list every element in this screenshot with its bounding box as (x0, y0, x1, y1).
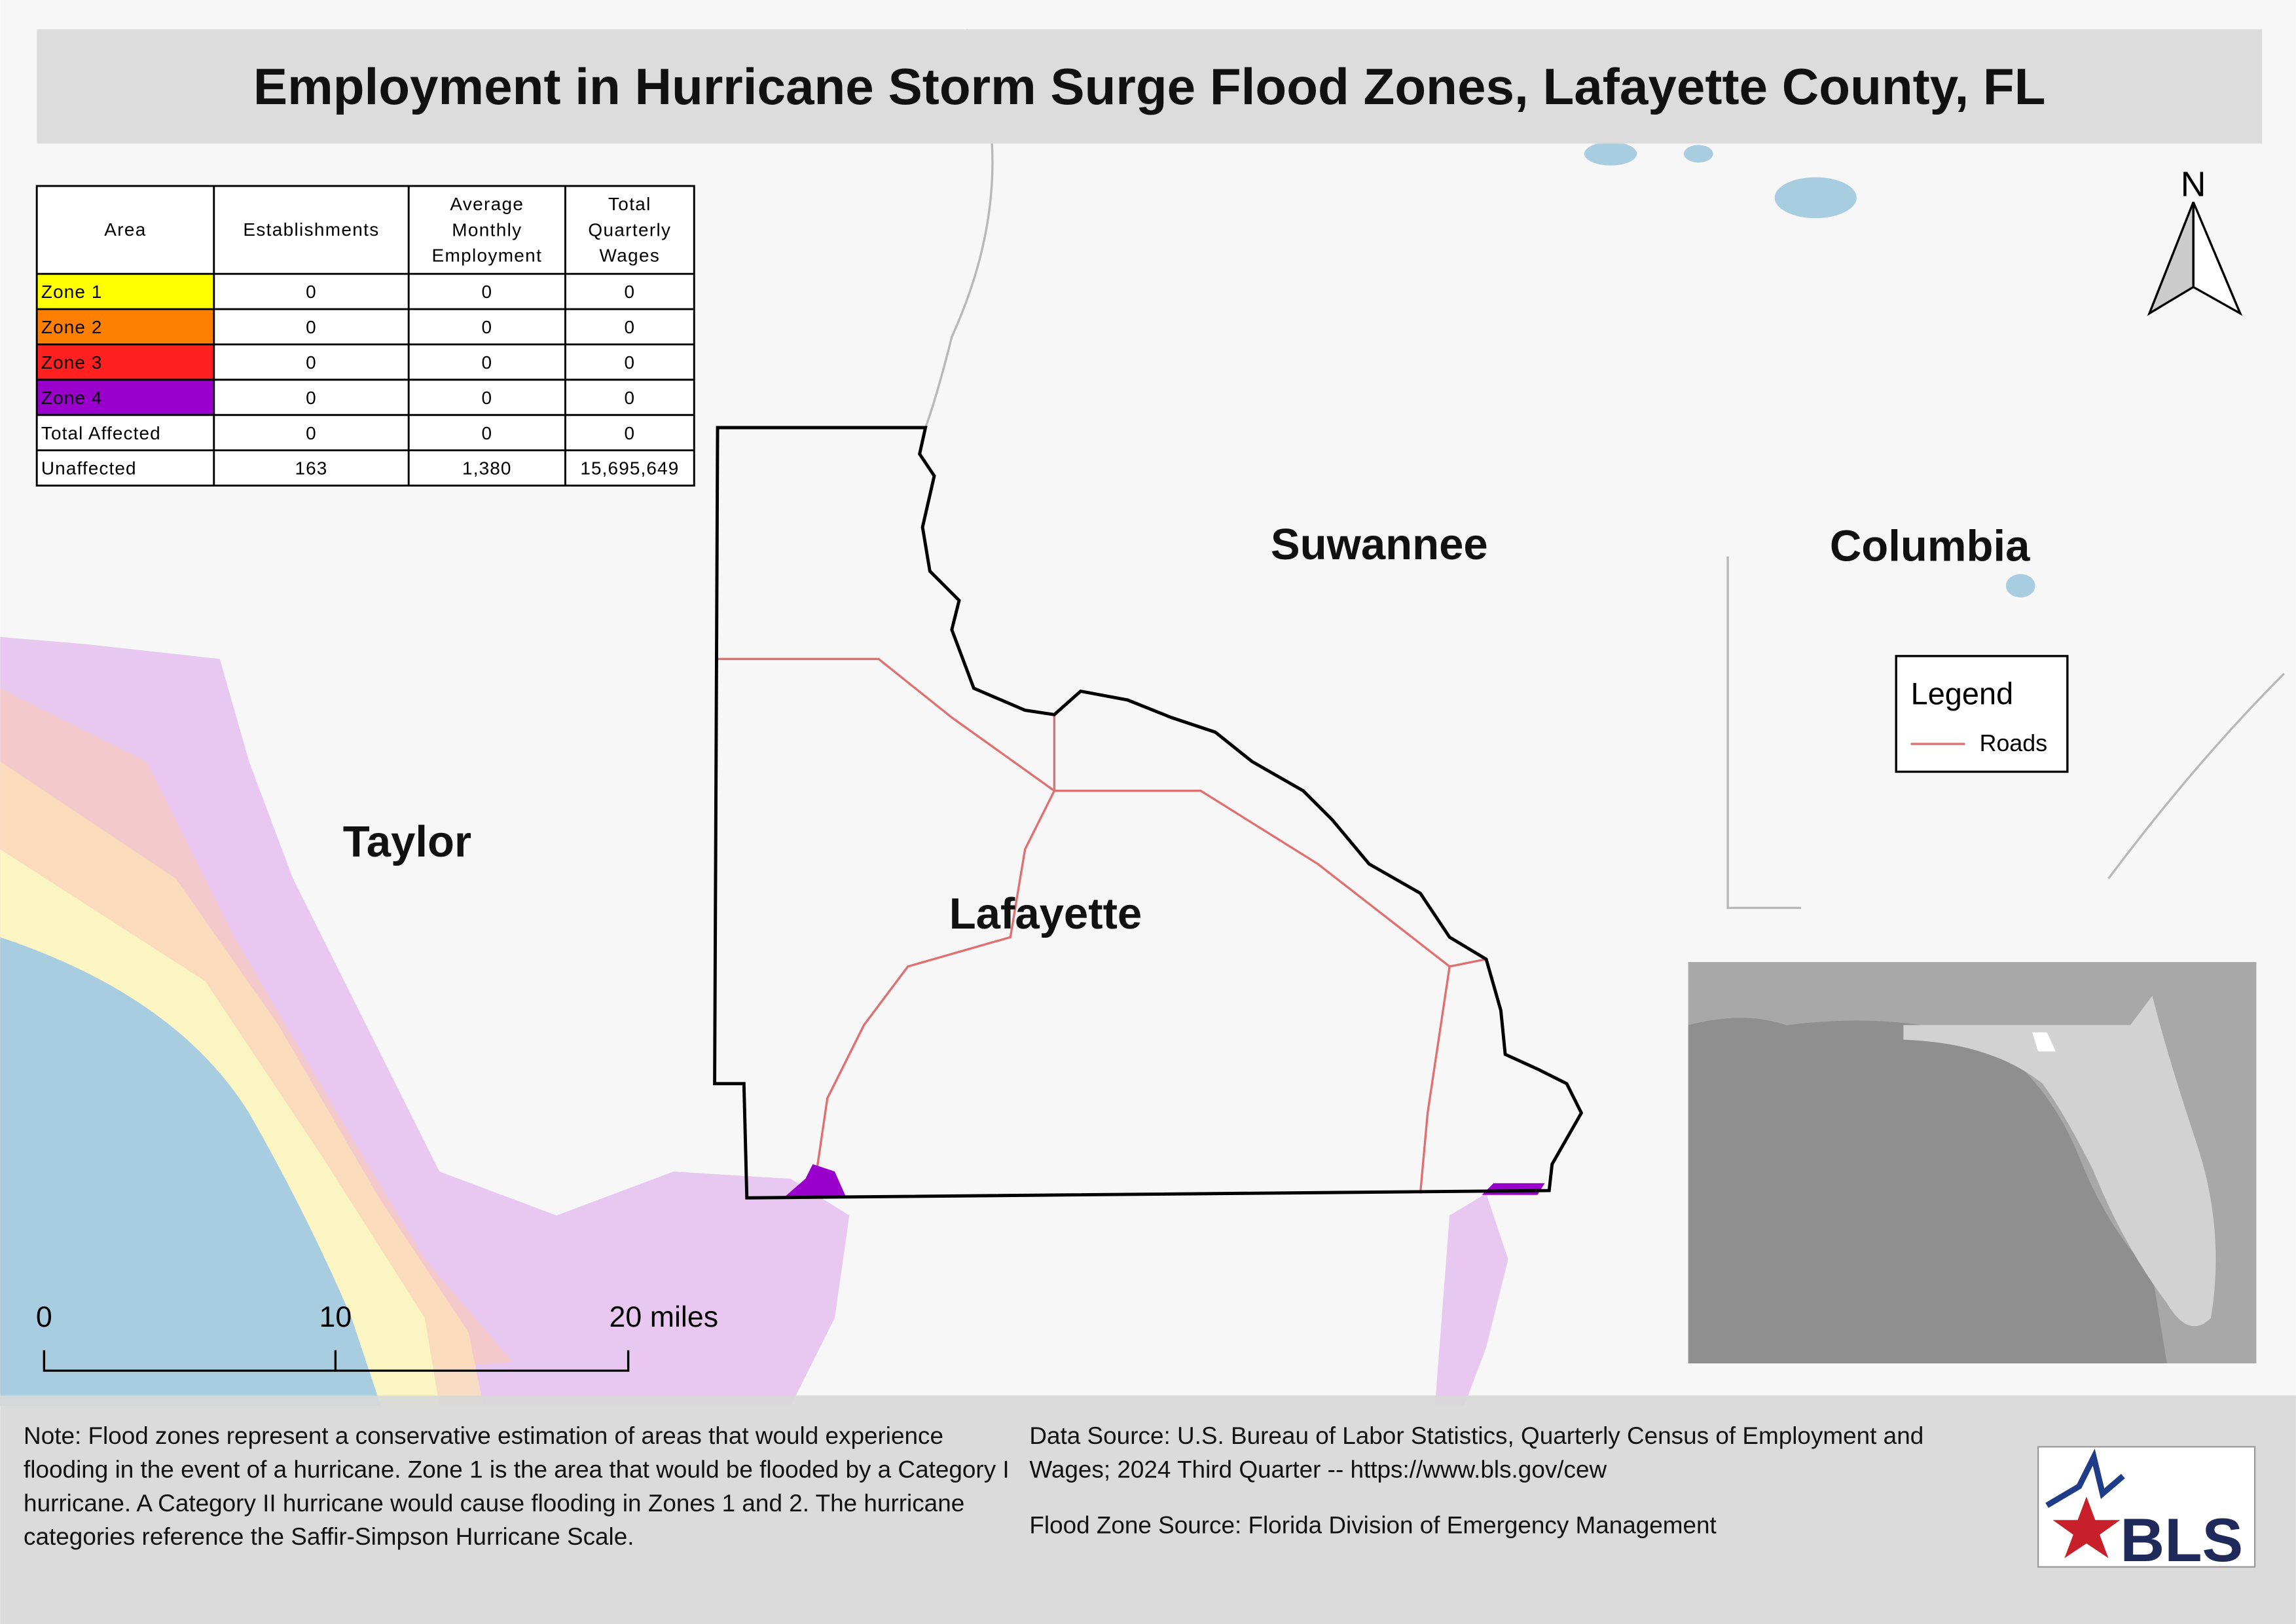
logo-line (2045, 1449, 2125, 1508)
table-cell: 0 (306, 317, 317, 337)
lake (1584, 141, 1637, 166)
table-cell: 15,695,649 (580, 458, 679, 479)
data-source: Data Source: U.S. Bureau of Labor Statis… (1029, 1423, 1924, 1484)
north-arrow (2147, 201, 2195, 316)
scale-label: 20 miles (610, 1301, 719, 1333)
table-cell: 0 (482, 282, 493, 302)
table-row-label: Zone 1 (41, 282, 103, 302)
inset-map (1688, 962, 2257, 1363)
source-box: Data Source: U.S. Bureau of Labor Statis… (1029, 1423, 1924, 1484)
table-cell: 0 (306, 352, 317, 373)
table-cell: 0 (625, 282, 636, 302)
lake (2005, 574, 2035, 598)
zone-swatch (37, 309, 214, 344)
roads (718, 657, 1487, 1198)
table-cell: 163 (295, 458, 327, 479)
inset-highlight (2032, 1032, 2056, 1052)
data-table: Area Establishments Average Monthly Employme… (35, 185, 695, 487)
county-outline (713, 426, 1584, 1200)
county-label: Taylor (343, 817, 471, 866)
table-row-label: Zone 3 (41, 352, 103, 373)
footer (0, 1395, 2296, 1624)
county-label: Columbia (1830, 521, 2030, 570)
zone-swatch (37, 344, 214, 380)
table-row-label: Unaffected (41, 458, 137, 479)
road (718, 657, 1055, 792)
table-row-label: Total Affected (41, 423, 161, 443)
legend-label: Roads (1980, 730, 2047, 756)
gulf-water (0, 937, 381, 1406)
zone-swatch (37, 379, 214, 415)
logo-star (2052, 1496, 2121, 1559)
title-bar (37, 29, 2263, 144)
table-header: Average Monthly Employment (431, 194, 542, 265)
county-label: Suwannee (1271, 520, 1488, 569)
road (1054, 789, 1487, 968)
table-cell: 0 (625, 423, 636, 443)
county-label: Lafayette (949, 889, 1142, 938)
road (1419, 966, 1451, 1194)
table-border (35, 185, 695, 487)
table-row-label: Zone 4 (41, 388, 103, 408)
table-cell: 0 (625, 388, 636, 408)
table-cell: 0 (625, 317, 636, 337)
flood-source: Flood Zone Source: Florida Division of E… (1029, 1511, 1716, 1538)
lake (1683, 145, 1713, 163)
table-cell: 0 (482, 423, 493, 443)
table-cell: 0 (625, 352, 636, 373)
zone-4-area (783, 1164, 847, 1198)
title: Employment in Hurricane Storm Surge Floo… (253, 58, 2046, 115)
table-cell: 0 (306, 423, 317, 443)
table-cell: 1,380 (462, 458, 512, 479)
note: Note: Flood zones represent a conservati… (24, 1423, 1010, 1551)
lake (1774, 177, 1857, 219)
note-box: Note: Flood zones represent a conservati… (24, 1423, 1010, 1551)
table-header: Total Quarterly Wages (588, 194, 671, 265)
table-cell: 0 (306, 282, 317, 302)
zone-swatch (37, 274, 214, 310)
table-cell: 0 (482, 352, 493, 373)
inset-gulf (1688, 1018, 2167, 1363)
road (811, 714, 1056, 1198)
scale-bar (43, 1350, 630, 1372)
table-cell: 0 (306, 388, 317, 408)
legend-title: Legend (1911, 676, 2014, 711)
scale-label: 0 (36, 1301, 52, 1333)
lakes (1584, 141, 2035, 598)
flood-zone-river (1434, 1193, 1508, 1406)
logo-text: BLS (2120, 1505, 2243, 1574)
table-row-label: Zone 2 (41, 317, 103, 337)
table-header: Area (104, 219, 146, 240)
north-label: N (2181, 165, 2206, 204)
legend-box (1895, 655, 2069, 773)
table-header: Establishments (243, 219, 379, 240)
table-cell: 0 (482, 388, 493, 408)
inset-florida (1903, 995, 2216, 1327)
table-cell: 0 (482, 317, 493, 337)
scale-label: 10 (319, 1301, 352, 1333)
